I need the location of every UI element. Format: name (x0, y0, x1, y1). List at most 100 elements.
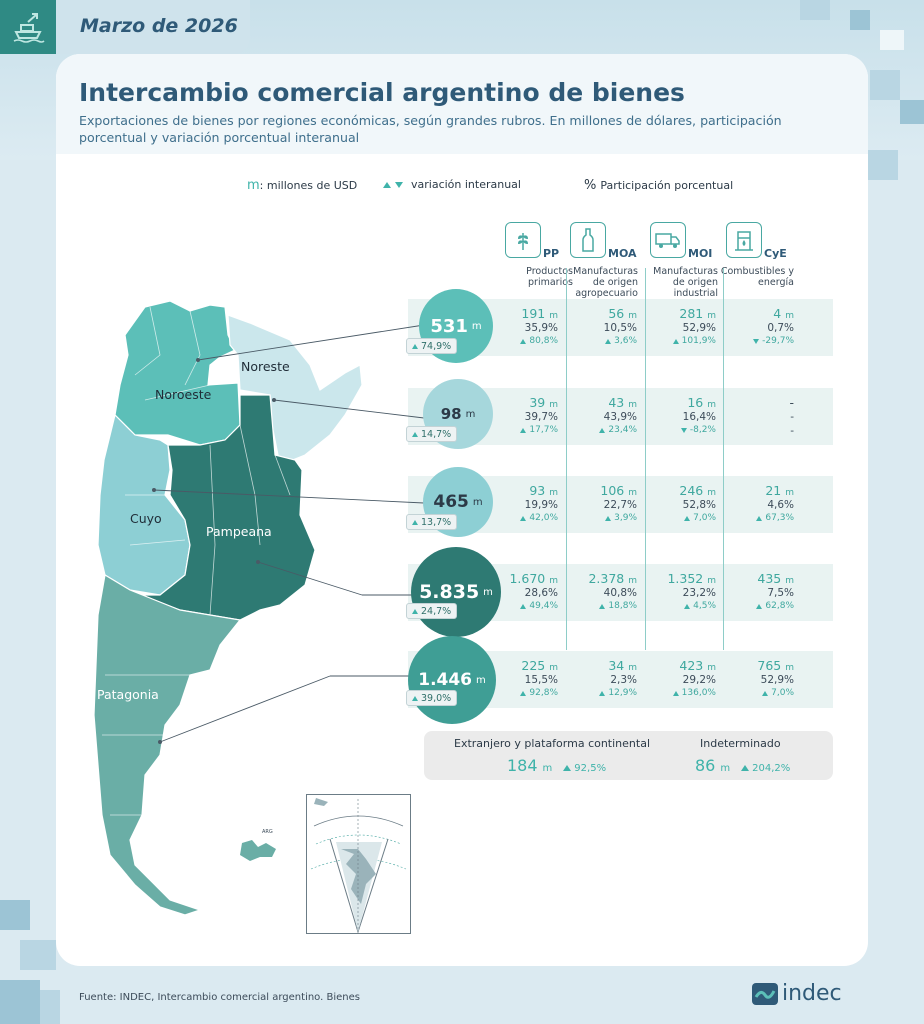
cell-variation: 3,9% (579, 513, 637, 523)
cell-value: 246 m (679, 483, 716, 498)
up-arrow-icon (412, 431, 418, 437)
islands-label: ARG (262, 829, 273, 835)
extra-summary-box (424, 731, 833, 780)
foreign-label: Extranjero y plataforma continental (454, 737, 651, 750)
up-arrow-icon (412, 608, 418, 614)
category-abbr-moi: MOI (688, 247, 713, 260)
cell-variation: -29,7% (736, 336, 794, 346)
cell-value: 191 m (521, 306, 558, 321)
cell-variation: 42,0% (500, 513, 558, 523)
legend-variation-label: variación interanual (411, 178, 521, 191)
table-cell-noroeste-cye: 4 m 0,7% -29,7% (736, 306, 794, 346)
up-arrow-icon (672, 690, 679, 696)
cell-variation: 7,0% (658, 513, 716, 523)
up-arrow-icon (756, 603, 763, 609)
region-variation-value: 24,7% (421, 605, 452, 617)
indec-logo-icon (752, 982, 778, 1005)
up-arrow-icon (563, 765, 572, 771)
cell-percentage: 19,9% (524, 499, 558, 511)
antarctic-inset (306, 794, 411, 934)
up-arrow-icon (605, 515, 612, 521)
oil-pump-icon (726, 222, 762, 258)
table-cell-noroeste-moa: 56 m 10,5% 3,6% (579, 306, 637, 346)
cell-variation: - (790, 425, 794, 437)
malvinas-islands (240, 840, 276, 861)
table-cell-patagonia-moi: 423 m 29,2% 136,0% (658, 658, 716, 698)
indec-logo-text: indec (782, 981, 842, 1006)
category-name-cye: Combustibles y energía (720, 266, 794, 288)
category-name-pp: Productos primarios (526, 266, 573, 288)
card-header (56, 54, 868, 154)
cell-variation: 49,4% (500, 601, 558, 611)
cell-variation: 80,8% (500, 336, 558, 346)
cell-percentage: 52,9% (682, 322, 716, 334)
cell-variation: 67,3% (736, 513, 794, 523)
cell-variation: 101,9% (658, 336, 716, 346)
cell-variation: 3,6% (579, 336, 637, 346)
cell-value: 765 m (757, 658, 794, 673)
map-label-patagonia: Patagonia (97, 687, 159, 702)
region-variation-chip-noroeste: 74,9% (406, 338, 458, 354)
cell-percentage: 52,9% (760, 674, 794, 686)
region-variation-value: 39,0% (421, 692, 452, 704)
up-arrow-icon (383, 181, 391, 188)
cell-percentage: 23,2% (682, 587, 716, 599)
table-cell-pampeana-moa: 2.378 m 40,8% 18,8% (579, 571, 637, 611)
down-arrow-icon (395, 181, 403, 188)
cell-value: 56 m (608, 306, 637, 321)
table-cell-noreste-cye: --- (736, 395, 794, 437)
cell-value: 4 m (773, 306, 794, 321)
region-total-value: 1.446 (418, 670, 473, 690)
undetermined-unit: m (720, 763, 731, 774)
category-abbr-moa: MOA (608, 247, 637, 260)
up-arrow-icon (520, 690, 527, 696)
legend-percentage-label: Participación porcentual (600, 179, 734, 192)
up-arrow-icon (599, 690, 606, 696)
down-arrow-icon (680, 427, 687, 433)
table-cell-pampeana-cye: 435 m 7,5% 62,8% (736, 571, 794, 611)
cell-variation: 92,8% (500, 688, 558, 698)
map-region-noreste (227, 314, 363, 466)
up-arrow-icon (672, 338, 679, 344)
up-arrow-icon (684, 603, 691, 609)
up-arrow-icon (762, 690, 769, 696)
table-cell-pampeana-pp: 1.670 m 28,6% 49,4% (500, 571, 558, 611)
cell-percentage: 28,6% (524, 587, 558, 599)
table-cell-cuyo-cye: 21 m 4,6% 67,3% (736, 483, 794, 523)
ship-trade-icon (0, 0, 56, 54)
cell-percentage: 29,2% (682, 674, 716, 686)
undetermined-variation-value: 204,2% (752, 762, 791, 774)
up-arrow-icon (412, 695, 418, 701)
foreign-variation-value: 92,5% (574, 762, 607, 774)
cell-percentage: 22,7% (603, 499, 637, 511)
cell-variation: 12,9% (579, 688, 637, 698)
table-cell-patagonia-moa: 34 m 2,3% 12,9% (579, 658, 637, 698)
column-divider (645, 268, 646, 650)
cell-percentage: - (790, 411, 794, 423)
region-total-value: 5.835 (419, 581, 480, 603)
cell-value: 21 m (765, 483, 794, 498)
category-abbr-cye: CyE (764, 247, 787, 260)
undetermined-value-group: 86 m 204,2% (695, 756, 790, 775)
source-footnote: Fuente: INDEC, Intercambio comercial arg… (79, 992, 360, 1003)
wheat-icon (505, 222, 541, 258)
up-arrow-icon (605, 338, 612, 344)
cell-percentage: 52,8% (682, 499, 716, 511)
table-cell-noreste-moi: 16 m 16,4% -8,2% (658, 395, 716, 435)
region-total-bubble-pampeana: 5.835 m (411, 547, 501, 637)
column-divider (723, 268, 724, 650)
table-cell-noreste-moa: 43 m 43,9% 23,4% (579, 395, 637, 435)
region-variation-value: 74,9% (421, 340, 452, 352)
up-arrow-icon (520, 603, 527, 609)
region-total-bubble-patagonia: 1.446 m (408, 636, 496, 724)
up-arrow-icon (412, 343, 418, 349)
indec-logo: indec (752, 981, 842, 1006)
region-total-value: 98 (440, 405, 462, 423)
cell-percentage: 7,5% (767, 587, 794, 599)
region-variation-chip-patagonia: 39,0% (406, 690, 458, 706)
up-arrow-icon (412, 519, 418, 525)
cell-percentage: 39,7% (524, 411, 558, 423)
cell-percentage: 15,5% (524, 674, 558, 686)
region-variation-value: 13,7% (421, 516, 452, 528)
cell-value: 281 m (679, 306, 716, 321)
